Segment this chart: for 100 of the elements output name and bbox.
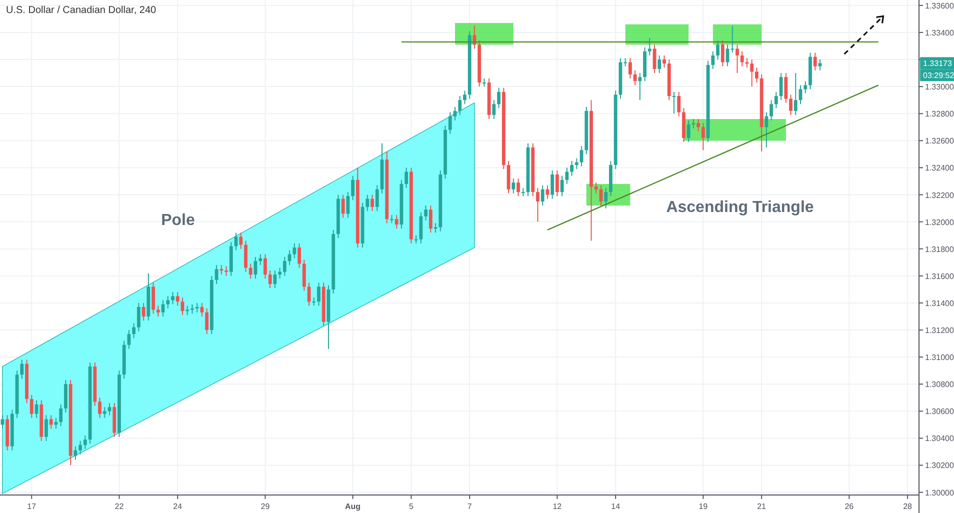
candlestick (220, 264, 224, 276)
candlestick (394, 214, 398, 230)
x-tick-label: 26 (844, 502, 854, 511)
annotation: Pole (161, 212, 195, 229)
candlestick (282, 256, 286, 276)
candlestick (292, 242, 296, 259)
candlestick (677, 91, 681, 117)
candlestick (102, 406, 106, 418)
candlestick (818, 59, 822, 71)
y-tick-label: 1.31200 (925, 326, 954, 335)
candlestick (686, 120, 690, 143)
candlestick (366, 194, 370, 212)
candlestick (74, 446, 78, 460)
candlestick (755, 67, 758, 83)
y-tick-label: 1.31800 (925, 244, 954, 254)
candlestick (152, 282, 155, 314)
candlestick (205, 308, 209, 335)
candlestick (370, 194, 374, 212)
candlestick (49, 414, 53, 430)
candlestick (720, 40, 724, 67)
candlestick (463, 90, 466, 105)
candlestick (434, 222, 438, 234)
candlestick (574, 158, 578, 170)
y-tick-label: 1.30600 (925, 407, 954, 416)
y-tick-label: 1.31000 (925, 353, 954, 362)
candlestick (512, 178, 516, 194)
candlestick (740, 50, 744, 67)
candlestick (784, 72, 788, 104)
x-tick-label: Aug (345, 502, 361, 511)
candlestick (789, 94, 792, 116)
candlestick (186, 305, 190, 316)
candlestick (633, 70, 637, 86)
candlestick (580, 146, 584, 167)
x-tick-label: 22 (114, 502, 124, 511)
candlestick (20, 359, 24, 380)
annotation: Ascending Triangle (666, 199, 814, 216)
candlestick (341, 194, 345, 218)
x-tick-label: 28 (903, 502, 913, 511)
candlestick (638, 72, 642, 101)
candlestick (804, 80, 808, 94)
candlestick (692, 118, 696, 129)
candlestick (176, 292, 180, 306)
candlestick (142, 302, 146, 322)
candlestick (458, 96, 462, 116)
x-tick-label: 17 (27, 502, 37, 511)
candlestick (166, 296, 170, 309)
y-tick-label: 1.32400 (925, 164, 954, 173)
candlestick (794, 72, 798, 116)
x-tick-label: 7 (467, 502, 472, 511)
y-tick-label: 1.32800 (925, 110, 954, 119)
x-tick-label: 14 (611, 502, 621, 511)
y-tick-label: 1.33000 (925, 82, 954, 92)
candlestick (560, 175, 564, 197)
candlestick (273, 270, 277, 289)
candlestick (98, 397, 102, 418)
candlestick (604, 187, 608, 209)
candlestick (774, 91, 778, 109)
x-tick-label: 24 (173, 502, 183, 511)
candlestick (171, 292, 174, 305)
candlestick (278, 267, 282, 280)
candlestick (258, 254, 262, 266)
candlestick (200, 302, 204, 317)
candlestick (224, 266, 228, 276)
candlestick (78, 440, 82, 455)
candlestick (448, 112, 452, 134)
y-tick-label: 1.32000 (925, 218, 954, 227)
y-tick-label: 1.30200 (925, 461, 954, 470)
candlestick (351, 175, 355, 201)
candlestick (156, 305, 160, 317)
candlestick (419, 212, 423, 244)
candlestick (83, 434, 87, 450)
candlestick (565, 167, 569, 184)
candlestick (264, 254, 267, 280)
x-tick-label: 5 (408, 502, 414, 511)
candlestick (570, 160, 574, 176)
y-tick-label: 1.30800 (925, 380, 954, 390)
candlestick (770, 100, 774, 121)
y-tick-label: 1.33600 (925, 1, 954, 10)
candlestick (736, 44, 739, 74)
candlestick (550, 170, 554, 200)
candlestick (716, 40, 720, 60)
candlestick (536, 187, 540, 222)
candlestick (424, 205, 428, 221)
x-tick-label: 19 (698, 502, 708, 511)
y-tick-label: 1.32600 (925, 136, 954, 146)
candlestick (711, 50, 715, 70)
candlestick (516, 178, 520, 197)
candlestick (662, 54, 666, 68)
candlestick (268, 270, 272, 289)
candlestick (136, 302, 140, 332)
candlestick (59, 404, 63, 427)
candlestick (497, 87, 500, 109)
candlestick (628, 58, 632, 79)
candlestick (648, 37, 652, 56)
y-tick-label: 1.30400 (925, 434, 954, 444)
candlestick (302, 259, 306, 292)
candlestick (745, 58, 749, 68)
x-tick-label: 29 (260, 502, 270, 511)
y-tick-label: 1.30000 (925, 488, 954, 498)
y-tick-label: 1.33400 (925, 28, 954, 38)
